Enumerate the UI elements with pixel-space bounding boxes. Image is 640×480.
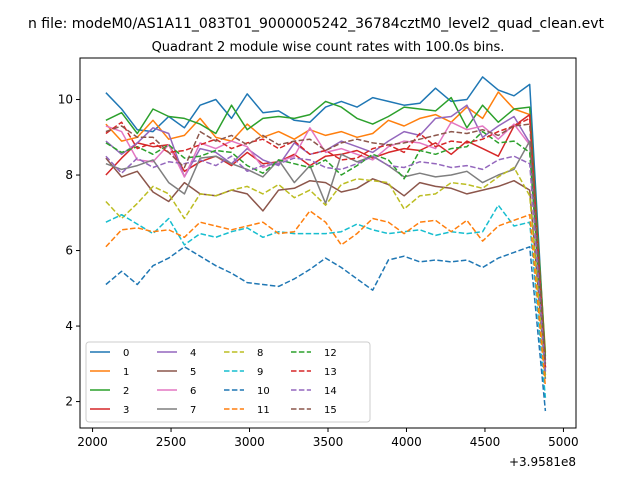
series-line-12 (105, 130, 547, 368)
legend-label-15: 15 (324, 405, 337, 416)
series-line-11 (105, 210, 547, 387)
x-tick-label: 4000 (391, 435, 422, 449)
y-tick-label: 2 (65, 395, 73, 409)
legend-label-8: 8 (257, 348, 263, 359)
y-axis: 2 4 6 8 10 (58, 93, 80, 409)
legend-label-13: 13 (324, 367, 337, 378)
legend-label-11: 11 (257, 405, 270, 416)
y-tick-label: 4 (65, 319, 73, 333)
series-line-10 (105, 246, 547, 412)
chart-title: Quadrant 2 module wise count rates with … (152, 40, 505, 55)
legend-label-0: 0 (123, 348, 129, 359)
x-tick-label: 4500 (470, 435, 501, 449)
x-tick-label: 3500 (313, 435, 344, 449)
series-line-14 (105, 155, 547, 372)
legend-label-14: 14 (324, 386, 337, 397)
x-axis: 2000 2500 3000 3500 4000 4500 5000 (77, 428, 579, 449)
series-line-4 (105, 104, 547, 372)
legend-label-10: 10 (257, 386, 270, 397)
y-tick-label: 6 (65, 244, 73, 258)
series-line-9 (105, 204, 547, 398)
x-tick-label: 3000 (234, 435, 265, 449)
x-tick-label: 5000 (548, 435, 579, 449)
series-line-2 (105, 96, 547, 357)
figure-suptitle: n file: modeM0/AS1A11_083T01_9000005242_… (28, 16, 605, 32)
legend-label-7: 7 (190, 405, 196, 416)
series-line-13 (105, 117, 547, 368)
x-tick-label: 2500 (156, 435, 187, 449)
series-line-15 (105, 123, 547, 364)
series-line-7 (105, 140, 547, 379)
legend-frame (85, 341, 371, 423)
legend-label-1: 1 (123, 367, 129, 378)
legend-label-2: 2 (123, 386, 129, 397)
series-line-0 (105, 76, 547, 361)
series-line-8 (105, 166, 547, 379)
legend-label-12: 12 (324, 348, 337, 359)
series-line-6 (105, 121, 547, 368)
series-line-5 (105, 157, 547, 376)
legend-label-6: 6 (190, 386, 196, 397)
x-tick-label: 2000 (77, 435, 108, 449)
x-offset-label: +3.9581e8 (509, 455, 576, 469)
series-line-1 (105, 91, 547, 353)
legend-label-5: 5 (190, 367, 196, 378)
y-tick-label: 8 (65, 168, 73, 182)
legend-label-3: 3 (123, 405, 129, 416)
legend-label-4: 4 (190, 348, 196, 359)
y-tick-label: 10 (58, 93, 73, 107)
series-layer (105, 76, 547, 412)
legend-label-9: 9 (257, 367, 263, 378)
